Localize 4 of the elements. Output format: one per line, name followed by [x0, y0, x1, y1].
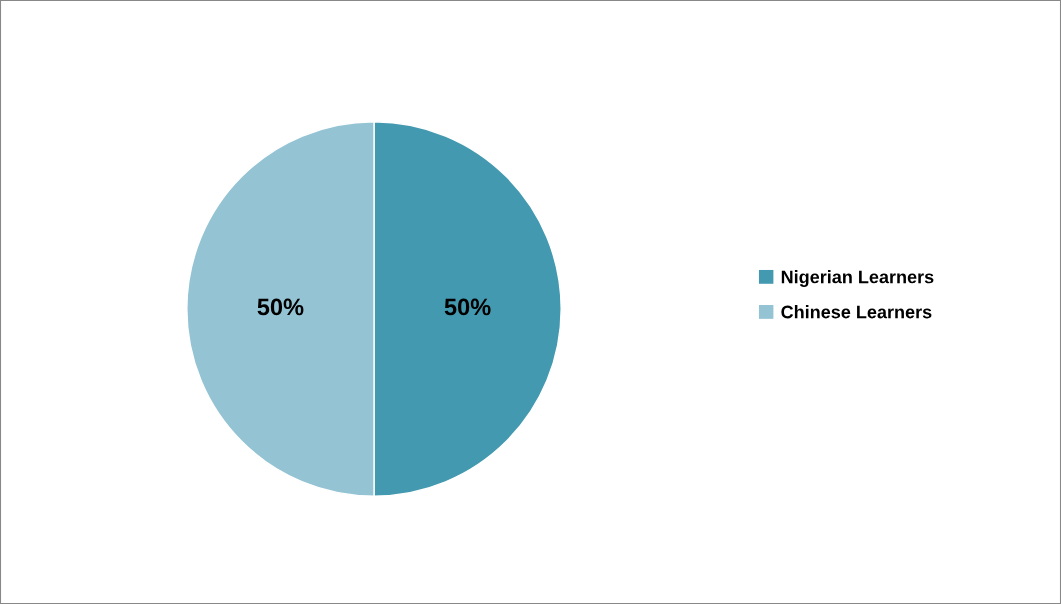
legend-label: Nigerian Learners — [781, 270, 934, 287]
legend-label: Chinese Learners — [781, 305, 932, 319]
data-label: 50% — [257, 298, 304, 316]
data-label: 50% — [444, 298, 491, 316]
